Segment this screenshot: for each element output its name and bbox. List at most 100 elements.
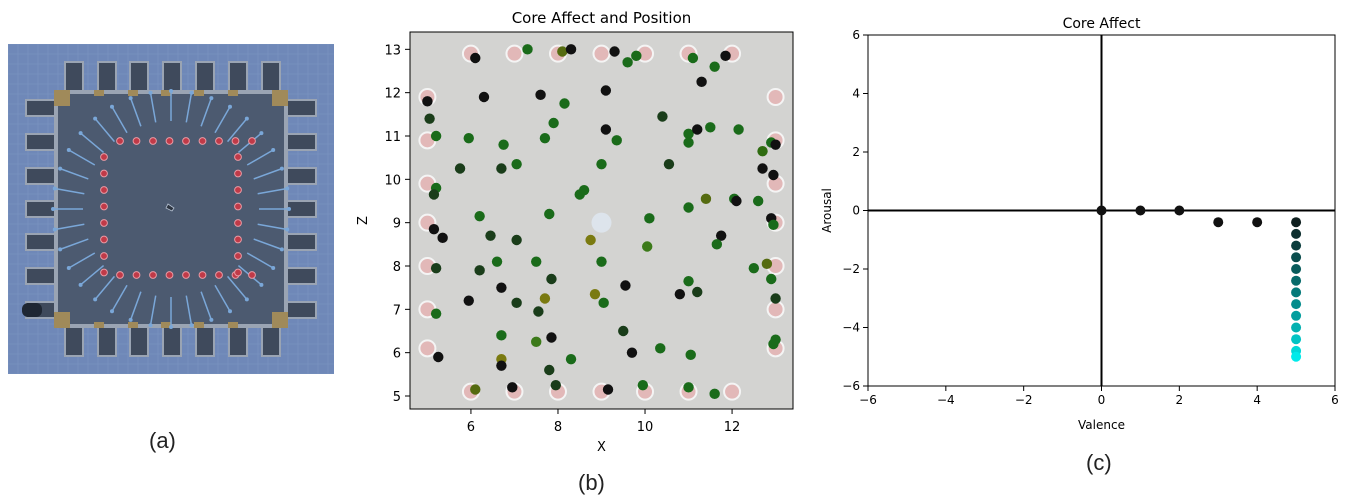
data-point <box>657 111 668 122</box>
red-marker <box>234 219 242 227</box>
red-marker <box>165 137 174 145</box>
spoke-end <box>209 317 214 322</box>
spoke-end <box>58 247 63 252</box>
red-marker <box>198 137 207 145</box>
data-point <box>578 184 590 196</box>
red-marker <box>182 271 190 279</box>
position-marker <box>723 382 742 401</box>
dark-object <box>22 303 42 317</box>
x-tick-label: 6 <box>467 420 475 435</box>
spoke-end <box>189 323 194 328</box>
data-point <box>770 139 781 150</box>
y-tick-label: 0 <box>852 204 860 218</box>
data-point <box>733 124 744 135</box>
data-point <box>748 262 760 274</box>
data-point <box>768 219 779 231</box>
y-tick-label: 9 <box>393 217 401 232</box>
data-point <box>1291 287 1302 298</box>
data-point <box>674 288 686 300</box>
data-point <box>546 273 557 285</box>
data-point <box>768 338 779 350</box>
data-point <box>644 213 655 224</box>
red-marker <box>215 271 223 279</box>
data-point <box>535 89 546 101</box>
data-point <box>720 50 731 62</box>
spoke-end <box>209 96 214 101</box>
position-marker <box>592 44 611 63</box>
data-point <box>596 158 607 170</box>
data-point <box>622 57 633 68</box>
data-point <box>611 135 622 146</box>
x-tick-label: 0 <box>1098 393 1106 407</box>
spoke-line <box>226 118 248 143</box>
wall-accent <box>94 322 104 328</box>
y-tick-label: 13 <box>384 43 401 58</box>
spoke-line <box>111 106 128 134</box>
spoke-end <box>228 104 232 109</box>
data-point <box>598 297 609 309</box>
red-marker <box>234 252 242 260</box>
wall-accent <box>128 322 138 328</box>
data-point <box>511 234 522 246</box>
red-marker <box>100 186 108 194</box>
y-tick-label: 6 <box>852 28 860 42</box>
data-point <box>463 295 474 306</box>
data-point <box>424 113 435 124</box>
data-point <box>683 137 694 148</box>
caption-b: (b) <box>578 470 605 495</box>
wall-accent <box>94 90 104 96</box>
spoke-end <box>259 282 264 287</box>
data-point <box>683 202 694 213</box>
position-marker <box>418 339 437 358</box>
red-marker <box>132 137 141 145</box>
data-point <box>470 384 481 395</box>
spoke-line <box>149 295 157 326</box>
x-tick-label: 12 <box>724 420 741 435</box>
spoke-end <box>93 297 98 302</box>
red-marker <box>182 137 190 145</box>
spoke-end <box>148 323 153 328</box>
data-point <box>761 258 773 270</box>
red-marker <box>132 271 141 279</box>
spoke-line <box>185 295 193 326</box>
data-point <box>544 364 555 376</box>
x-tick-label: 6 <box>1331 393 1339 407</box>
data-point <box>1174 205 1185 216</box>
data-point <box>752 195 764 207</box>
spoke-end <box>169 89 173 93</box>
red-marker <box>100 202 108 211</box>
wall-accent <box>194 322 204 328</box>
data-point <box>498 139 509 150</box>
data-point <box>531 256 542 267</box>
spoke-line <box>257 187 288 195</box>
red-marker <box>234 235 242 244</box>
spoke-end <box>279 247 284 252</box>
spoke-line <box>226 275 248 300</box>
spoke-end <box>285 186 290 191</box>
data-point <box>1291 264 1302 274</box>
data-point <box>430 130 442 142</box>
spoke-line <box>246 149 274 166</box>
data-point <box>641 241 653 252</box>
position-marker <box>766 300 785 319</box>
y-tick-label: 2 <box>852 145 860 159</box>
wall-accent <box>161 322 171 328</box>
spoke-end <box>148 90 153 95</box>
y-tick-label: 5 <box>393 390 401 405</box>
red-marker <box>149 271 157 279</box>
data-point <box>687 52 699 64</box>
y-axis-label: Z <box>356 216 371 225</box>
red-marker <box>234 268 242 277</box>
data-point <box>546 332 557 343</box>
spoke-end <box>244 297 249 302</box>
spoke-line <box>214 284 231 312</box>
x-tick-label: 8 <box>554 420 562 435</box>
y-tick-label: 11 <box>384 130 401 145</box>
spoke-end <box>52 186 57 191</box>
data-point <box>683 275 694 287</box>
agent-ghost <box>591 212 612 233</box>
spoke-line <box>94 118 116 143</box>
data-point <box>485 230 496 241</box>
data-point <box>618 325 629 337</box>
data-point <box>757 163 768 174</box>
